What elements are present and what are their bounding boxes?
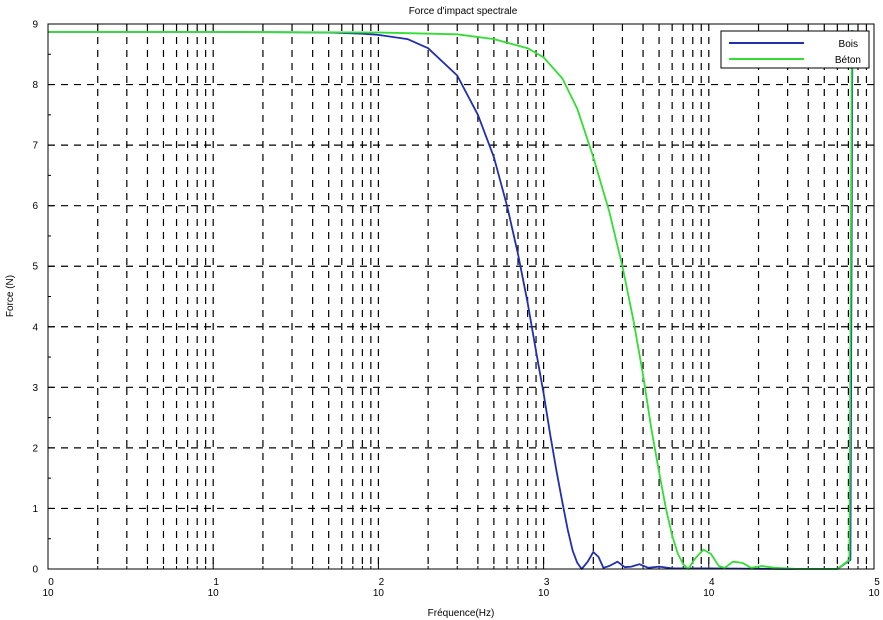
legend-label-bois: Bois [839,39,858,50]
x-tick-exponent: 2 [379,577,385,588]
legend-label-beton: Béton [835,55,861,66]
chart-title: Force d'impact spectrale [409,6,518,17]
y-axis-label: Force (N) [5,275,16,317]
series-line-beton [48,30,853,570]
y-tick-label: 6 [32,201,38,212]
x-tick-exponent: 4 [709,577,715,588]
y-tick-label: 1 [32,504,38,515]
x-tick-label: 10 [42,588,54,599]
x-tick-exponent: 3 [544,577,550,588]
series-lines [48,30,854,570]
series-line-bois [48,30,854,570]
legend: Bois Béton [720,30,870,69]
x-axis-label: Fréquence(Hz) [428,608,495,619]
y-tick-label: 3 [32,383,38,394]
y-tick-label: 8 [32,80,38,91]
y-tick-label: 7 [32,141,38,152]
x-tick-label: 10 [373,588,385,599]
x-tick-exponent: 1 [213,577,219,588]
x-tick-exponent: 0 [48,577,54,588]
legend-box [720,30,870,69]
x-tick-label: 10 [538,588,550,599]
y-tick-label: 2 [32,443,38,454]
x-tick-label: 10 [703,588,715,599]
y-tick-label: 5 [32,262,38,273]
y-tick-label: 9 [32,20,38,31]
x-tick-label: 10 [208,588,220,599]
x-tick-exponent: 5 [874,577,880,588]
plot-frame [47,23,875,570]
y-tick-label: 4 [32,322,38,333]
y-tick-label: 0 [32,565,38,576]
x-tick-label: 10 [868,588,880,599]
